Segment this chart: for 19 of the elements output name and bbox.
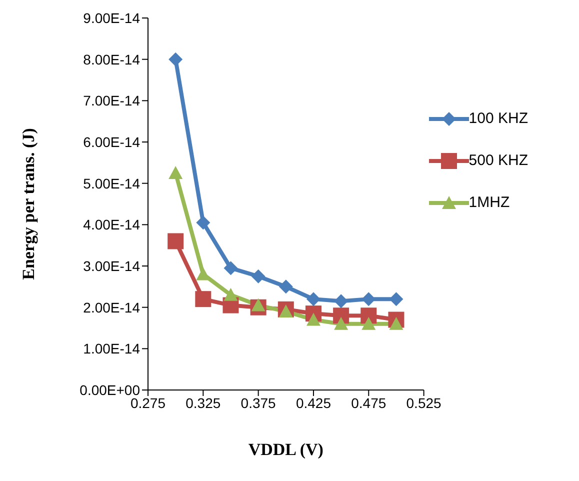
x-tick-label: 0.425 [296, 394, 332, 411]
y-tick-label: 8.00E-14 [83, 51, 140, 68]
y-tick-label: 4.00E-14 [83, 216, 140, 233]
y-tick-label: 7.00E-14 [83, 92, 140, 109]
y-tick-label: 1.00E-14 [83, 340, 140, 357]
legend-label: 1MHZ [468, 193, 510, 213]
x-tick-label: 0.325 [186, 394, 221, 411]
x-tick-label: 0.375 [240, 394, 276, 411]
y-axis-title: Energy per trans. (J) [19, 128, 38, 280]
y-tick-label: 2.00E-14 [83, 299, 140, 316]
legend-label: 500 KHZ [468, 151, 528, 171]
x-axis-title: VDDL (V) [248, 440, 324, 459]
y-tick-label: 3.00E-14 [83, 258, 140, 274]
x-tick-label: 0.475 [351, 394, 386, 411]
legend-label: 100 KHZ [468, 109, 528, 129]
x-tick-label: 0.525 [406, 394, 442, 411]
y-tick-label: 5.00E-14 [83, 175, 140, 192]
y-tick-label: 6.00E-14 [83, 134, 140, 150]
y-tick-label: 9.00E-14 [83, 10, 140, 26]
